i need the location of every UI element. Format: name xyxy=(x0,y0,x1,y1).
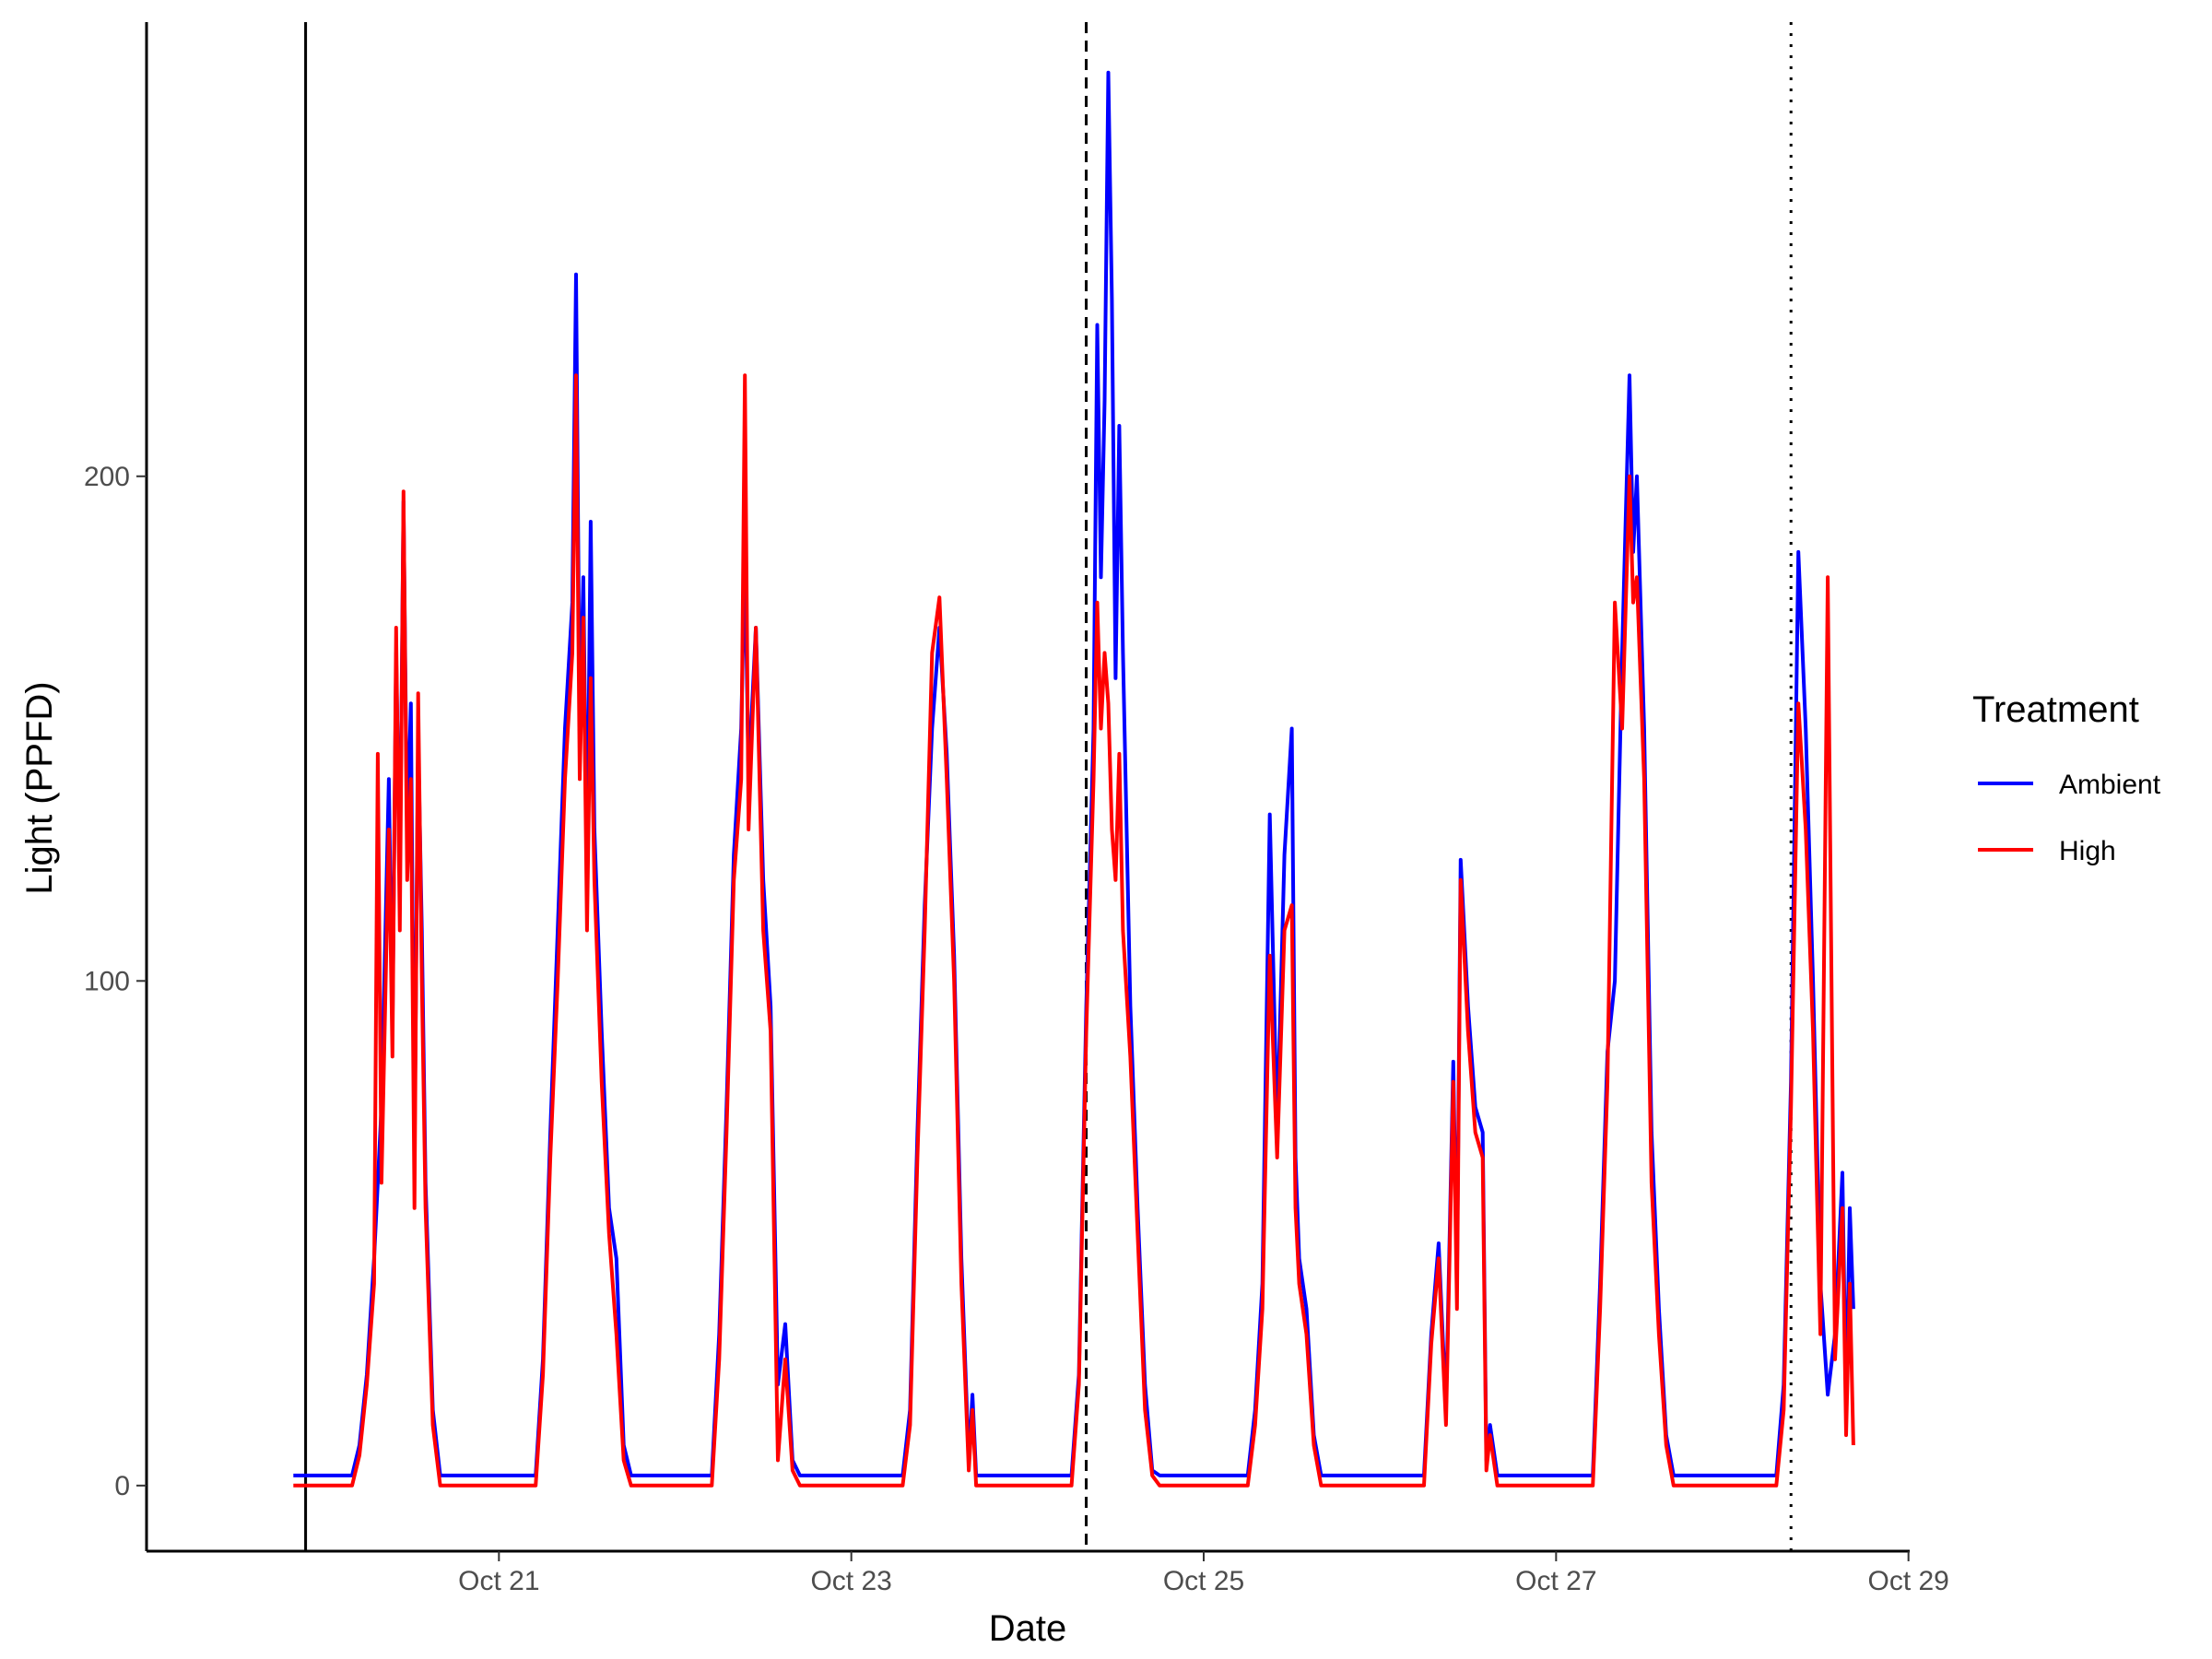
x-tick-label: Oct 23 xyxy=(810,1566,891,1596)
y-axis-ticks: 0 100 200 xyxy=(84,462,147,1501)
series-line-high xyxy=(293,373,1855,1488)
y-tick-label: 100 xyxy=(84,966,130,996)
legend-label-high: High xyxy=(2059,836,2116,866)
legend: Treatment Ambient High xyxy=(1972,689,2161,866)
x-tick-label: Oct 21 xyxy=(458,1566,539,1596)
legend-label-ambient: Ambient xyxy=(2059,770,2161,800)
legend-title: Treatment xyxy=(1972,689,2139,730)
x-tick-label: Oct 27 xyxy=(1515,1566,1596,1596)
x-tick-label: Oct 29 xyxy=(1867,1566,1948,1596)
x-tick-label: Oct 25 xyxy=(1163,1566,1244,1596)
x-axis-ticks: Oct 21 Oct 23 Oct 25 Oct 27 Oct 29 xyxy=(458,1551,1949,1596)
reference-lines xyxy=(304,22,1793,1551)
y-axis-title: Light (PPFD) xyxy=(19,681,60,894)
series-lines xyxy=(293,70,1855,1488)
x-axis-title: Date xyxy=(989,1608,1067,1649)
y-tick-label: 0 xyxy=(114,1471,130,1501)
y-tick-label: 200 xyxy=(84,462,130,492)
